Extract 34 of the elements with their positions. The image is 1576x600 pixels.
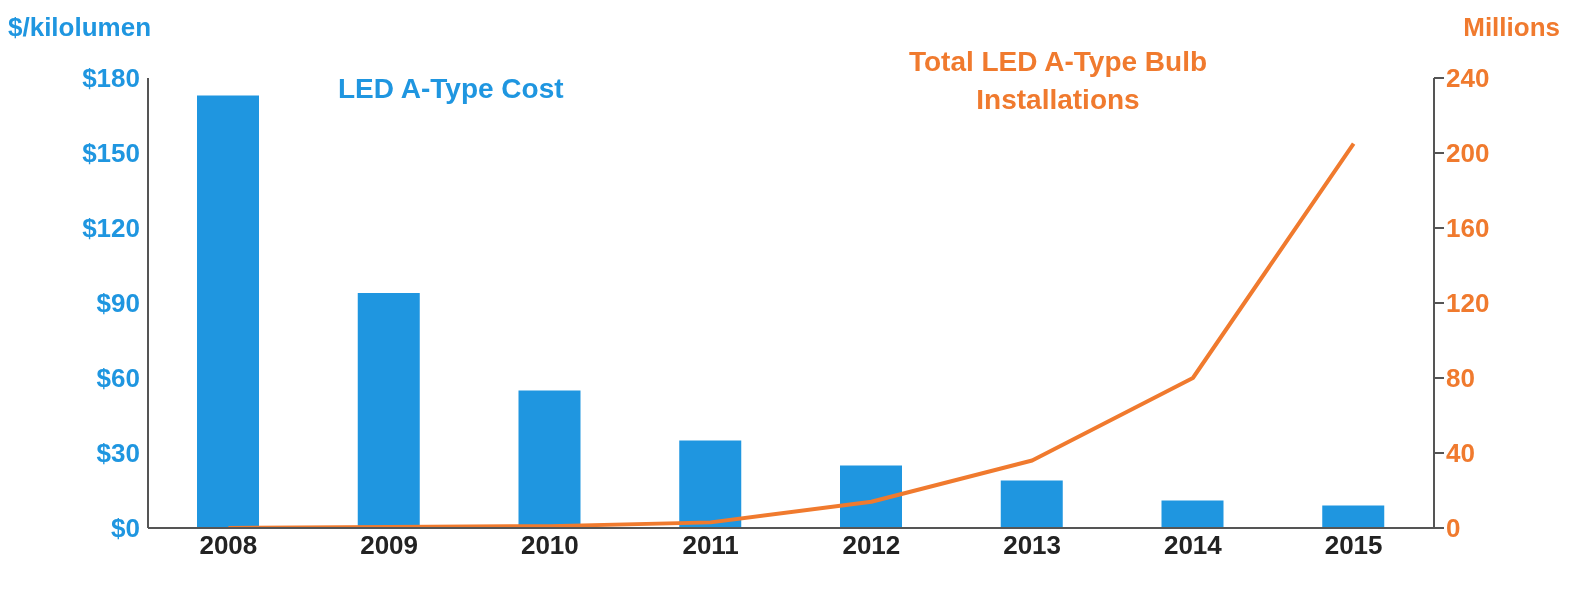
y2-tick-label: 160 xyxy=(1446,213,1490,244)
y2-tick-label: 200 xyxy=(1446,138,1490,169)
x-tick-label: 2015 xyxy=(1324,530,1383,561)
x-tick-label: 2011 xyxy=(682,530,739,561)
x-tick-label: 2010 xyxy=(520,530,579,561)
y2-axis-title: Millions xyxy=(1463,12,1560,43)
y2-tick-label: 120 xyxy=(1446,288,1490,319)
bar xyxy=(840,465,902,528)
y2-tick-label: 240 xyxy=(1446,63,1490,94)
text: Total LED A-Type Bulb Installations xyxy=(908,45,1208,117)
y2-tick-label: 40 xyxy=(1446,438,1475,469)
bar xyxy=(1322,505,1385,528)
y-tick-label: $30 xyxy=(96,438,140,469)
x-tick-label: 2014 xyxy=(1163,530,1223,561)
x-tick-label: 2008 xyxy=(199,530,258,561)
y-tick-label: $90 xyxy=(96,288,140,319)
bar xyxy=(1000,480,1063,528)
y2-tick-label: 0 xyxy=(1446,513,1461,544)
y-tick-label: $0 xyxy=(111,513,140,544)
bar xyxy=(197,95,259,528)
y2-tick-label: 80 xyxy=(1446,363,1475,394)
bar xyxy=(679,440,742,528)
bar xyxy=(1161,500,1224,528)
y-axis-title: $/kilolumen xyxy=(8,12,152,43)
x-tick-label: 2012 xyxy=(842,530,901,561)
text: LED A-Type Cost xyxy=(338,72,565,106)
y-tick-label: $60 xyxy=(96,363,140,394)
y-tick-label: $150 xyxy=(82,138,140,169)
bar xyxy=(357,293,420,528)
y-tick-label: $180 xyxy=(82,63,140,94)
x-tick-label: 2013 xyxy=(1003,530,1062,561)
y-tick-label: $120 xyxy=(82,213,140,244)
line-series xyxy=(226,141,1356,528)
x-tick-label: 2009 xyxy=(360,530,419,561)
